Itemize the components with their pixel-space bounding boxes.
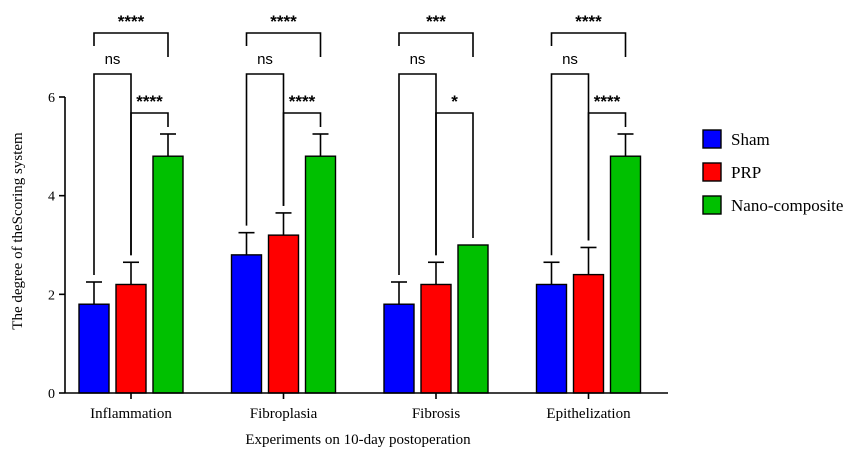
legend-swatch — [702, 129, 722, 149]
x-tick-label: Inflammation — [90, 406, 172, 422]
y-tick-label: 6 — [48, 91, 55, 106]
significance-bracket — [245, 73, 285, 226]
legend-swatch — [702, 195, 722, 215]
bar — [457, 244, 489, 394]
x-axis: Inflammation Fibroplasia Fibrosis Epitheliz… — [65, 392, 668, 422]
y-axis: 0 2 4 6 — [48, 91, 66, 402]
significance-bracket — [550, 32, 627, 57]
significance-label: * — [451, 92, 458, 111]
significance-bracket — [398, 32, 474, 57]
bars — [78, 133, 642, 394]
legend-label: Sham — [731, 130, 770, 149]
y-tick-label: 2 — [48, 288, 55, 303]
bar — [609, 155, 642, 394]
y-tick-label: 0 — [48, 387, 55, 402]
bar — [115, 283, 147, 394]
x-tick-label: Fibroplasia — [250, 406, 318, 422]
significance-bracket — [93, 32, 169, 57]
significance-label: ns — [257, 51, 273, 68]
significance-bracket — [587, 112, 627, 241]
significance-bracket — [245, 32, 322, 57]
significance-bracket — [550, 73, 590, 256]
bar — [152, 155, 184, 394]
y-axis-label: The degree of theScoring system — [10, 132, 26, 330]
significance-label: ns — [562, 51, 578, 68]
bar — [304, 155, 337, 394]
y-tick-label: 4 — [48, 190, 55, 205]
significance-bracket — [398, 73, 437, 275]
x-tick-label: Fibrosis — [412, 406, 461, 422]
bar — [267, 234, 300, 394]
x-axis-label: Experiments on 10-day postoperation — [245, 432, 471, 448]
significance-label: **** — [136, 92, 163, 111]
significance-label: **** — [594, 92, 621, 111]
significance-bracket — [282, 112, 322, 206]
bar — [383, 303, 415, 394]
bar — [535, 283, 568, 394]
significance-label: **** — [575, 12, 602, 31]
legend-swatch — [702, 162, 722, 182]
significance-label: ns — [410, 51, 426, 68]
legend: Sham PRP Nano-composite — [702, 129, 843, 215]
bar — [420, 283, 452, 394]
significance-label: **** — [289, 92, 316, 111]
significance-brackets: ns********ns********ns****ns******** — [93, 12, 627, 275]
significance-bracket — [93, 73, 132, 275]
x-tick-label: Epithelization — [546, 406, 631, 422]
bar — [230, 254, 263, 394]
significance-label: **** — [270, 12, 297, 31]
legend-label: Nano-composite — [731, 196, 843, 215]
significance-bracket — [435, 112, 474, 256]
significance-label: *** — [426, 12, 446, 31]
bar — [78, 303, 110, 394]
significance-label: ns — [105, 51, 121, 68]
significance-bracket — [130, 112, 169, 256]
legend-label: PRP — [731, 163, 761, 182]
significance-label: **** — [118, 12, 145, 31]
bar — [572, 273, 605, 394]
